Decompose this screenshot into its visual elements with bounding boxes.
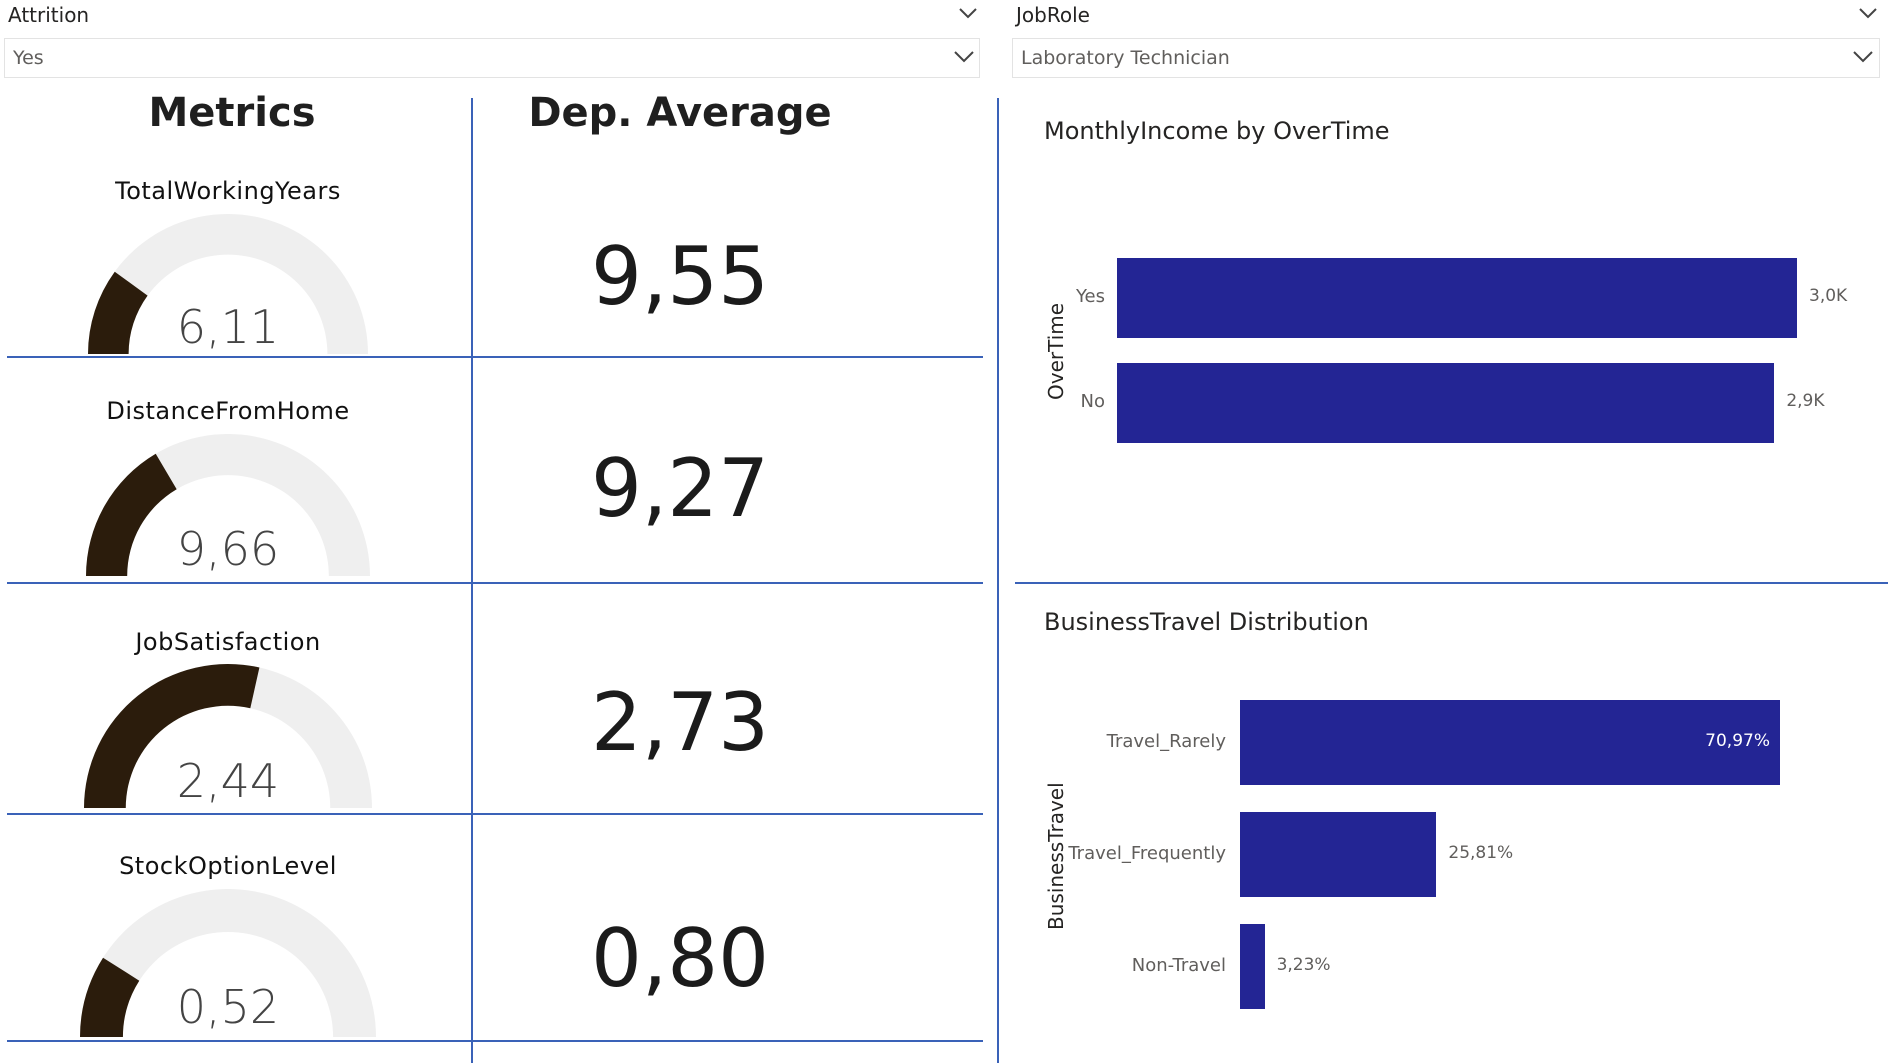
category-label: Non-Travel [1131, 954, 1226, 976]
bar[interactable] [1240, 812, 1437, 897]
gauge-fill [86, 453, 177, 576]
gauge-track [80, 889, 376, 1037]
jobrole-dropdown-chevron-icon[interactable] [1852, 50, 1874, 64]
gauge-value: 6,11 [176, 300, 280, 354]
row-divider [7, 582, 983, 584]
row-divider [7, 1040, 983, 1042]
bar[interactable] [1117, 258, 1797, 338]
category-label: Travel_Frequently [1068, 842, 1226, 864]
metrics-column-divider [471, 98, 473, 1063]
businesstravel-bar-chart: Travel_Rarely 70,97% Travel_Frequently 25,8… [1060, 690, 1880, 1020]
category-label: No [1080, 391, 1105, 412]
overtime-chart-title: MonthlyIncome by OverTime [1044, 117, 1390, 145]
average-value: 0,80 [590, 912, 770, 1005]
data-label: 70,97% [1705, 730, 1770, 751]
row-divider [7, 813, 983, 815]
jobrole-dropdown-value: Laboratory Technician [1021, 47, 1230, 69]
attrition-collapse-chevron-icon[interactable] [958, 6, 978, 20]
jobrole-dropdown[interactable]: Laboratory Technician [1012, 38, 1880, 78]
gauge-value: 2,44 [176, 754, 280, 808]
data-label: 2,9K [1786, 391, 1825, 411]
bar[interactable] [1117, 363, 1775, 443]
data-label: 3,23% [1276, 954, 1331, 975]
category-label: Yes [1075, 286, 1105, 307]
gauge-value: 9,66 [176, 522, 280, 576]
attrition-dropdown-value: Yes [13, 47, 44, 69]
chart-divider [1015, 582, 1888, 584]
row-divider [7, 356, 983, 358]
overtime-bar-chart: Yes 3,0K No 2,9K [1060, 240, 1880, 460]
average-value: 9,55 [590, 230, 770, 323]
metric-name: DistanceFromHome [106, 397, 350, 425]
attrition-dropdown-chevron-icon[interactable] [953, 50, 975, 64]
gauge-chart [80, 889, 376, 1037]
gauge-fill [84, 664, 260, 808]
gauge-track [88, 214, 368, 354]
gauge-fill [88, 271, 148, 354]
attrition-dropdown[interactable]: Yes [4, 38, 980, 78]
gauge-chart [84, 664, 372, 808]
metric-name: JobSatisfaction [135, 628, 321, 656]
category-label: Travel_Rarely [1106, 730, 1226, 752]
bar[interactable] [1240, 700, 1780, 785]
attrition-slicer-title: Attrition [8, 3, 90, 27]
bar[interactable] [1240, 924, 1265, 1009]
metrics-header: Metrics [148, 90, 316, 136]
metric-name: StockOptionLevel [119, 852, 337, 880]
gauge-value: 0,52 [176, 980, 280, 1034]
data-label: 25,81% [1448, 842, 1514, 863]
jobrole-slicer-title: JobRole [1016, 3, 1090, 27]
gauge-chart [86, 434, 370, 576]
data-label: 3,0K [1809, 286, 1848, 306]
gauge-chart [88, 214, 368, 354]
chart-column-divider [997, 98, 999, 1063]
jobrole-collapse-chevron-icon[interactable] [1858, 6, 1878, 20]
businesstravel-chart-title: BusinessTravel Distribution [1044, 608, 1369, 636]
average-value: 2,73 [590, 676, 770, 769]
metric-name: TotalWorkingYears [115, 177, 341, 205]
average-value: 9,27 [590, 442, 770, 535]
dep-average-header: Dep. Average [528, 90, 832, 136]
gauge-fill [80, 957, 140, 1037]
